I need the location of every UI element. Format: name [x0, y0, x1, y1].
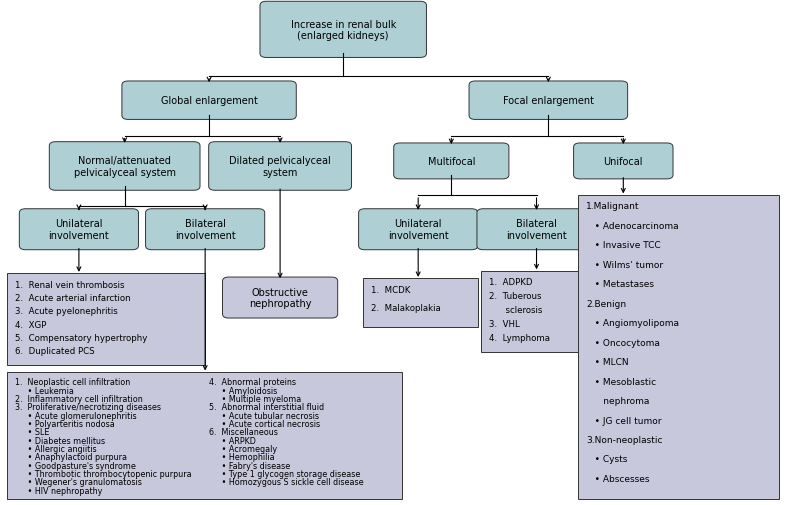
Text: • Amyloidosis: • Amyloidosis — [208, 386, 277, 395]
Text: 1.  MCDK: 1. MCDK — [371, 285, 410, 294]
Text: • Wilms’ tumor: • Wilms’ tumor — [586, 260, 664, 269]
Text: • Multiple myeloma: • Multiple myeloma — [208, 394, 301, 403]
Text: • Goodpasture's syndrome: • Goodpasture's syndrome — [15, 461, 136, 470]
Text: • Mesoblastic: • Mesoblastic — [586, 377, 656, 386]
Text: • Acute tubular necrosis: • Acute tubular necrosis — [208, 411, 319, 420]
Text: Unilateral
involvement: Unilateral involvement — [49, 219, 109, 240]
Text: 1.Malignant: 1.Malignant — [586, 202, 640, 211]
Text: 1.  ADPKD: 1. ADPKD — [489, 278, 533, 287]
Text: • Anaphylactoid purpura: • Anaphylactoid purpura — [15, 452, 127, 462]
Text: • Cysts: • Cysts — [586, 454, 627, 464]
FancyBboxPatch shape — [7, 372, 402, 499]
Text: 4.  XGP: 4. XGP — [15, 320, 47, 329]
FancyBboxPatch shape — [145, 209, 264, 250]
Text: sclerosis: sclerosis — [489, 306, 543, 315]
Text: 2.  Inflammatory cell infiltration: 2. Inflammatory cell infiltration — [15, 394, 143, 403]
Text: 2.  Malakoplakia: 2. Malakoplakia — [371, 304, 440, 313]
Text: • ARPKD: • ARPKD — [208, 436, 256, 445]
Text: • Acute cortical necrosis: • Acute cortical necrosis — [208, 419, 320, 428]
Text: 3.  Proliferative/necrotizing diseases: 3. Proliferative/necrotizing diseases — [15, 402, 161, 412]
Text: • Polyarteritis nodosa: • Polyarteritis nodosa — [15, 419, 114, 428]
FancyBboxPatch shape — [358, 209, 478, 250]
Text: • Hemophilia: • Hemophilia — [208, 452, 275, 462]
FancyBboxPatch shape — [481, 271, 593, 352]
Text: Bilateral
involvement: Bilateral involvement — [175, 219, 235, 240]
Text: • Angiomyolipoma: • Angiomyolipoma — [586, 319, 679, 328]
Text: 3.  VHL: 3. VHL — [489, 319, 520, 328]
Text: 3.  Acute pyelonephritis: 3. Acute pyelonephritis — [15, 307, 118, 316]
Text: • Allergic angiitis: • Allergic angiitis — [15, 444, 96, 453]
Text: • Diabetes mellitus: • Diabetes mellitus — [15, 436, 105, 445]
Text: 2.Benign: 2.Benign — [586, 299, 626, 308]
Text: 2.  Acute arterial infarction: 2. Acute arterial infarction — [15, 293, 131, 302]
Text: 2.  Tuberous: 2. Tuberous — [489, 291, 542, 300]
Text: Unilateral
involvement: Unilateral involvement — [388, 219, 448, 240]
Text: • Acute glomerulonephritis: • Acute glomerulonephritis — [15, 411, 136, 420]
Text: • Homozygous S sickle cell disease: • Homozygous S sickle cell disease — [208, 477, 363, 486]
FancyBboxPatch shape — [49, 142, 200, 191]
Text: Bilateral
involvement: Bilateral involvement — [507, 219, 567, 240]
Text: • Acromegaly: • Acromegaly — [208, 444, 277, 453]
Text: 4.  Lymphoma: 4. Lymphoma — [489, 333, 550, 342]
Text: • SLE: • SLE — [15, 428, 50, 436]
Text: Normal/attenuated
pelvicalyceal system: Normal/attenuated pelvicalyceal system — [73, 156, 176, 177]
Text: • Thrombotic thrombocytopenic purpura: • Thrombotic thrombocytopenic purpura — [15, 469, 192, 478]
Text: • Abscesses: • Abscesses — [586, 474, 649, 483]
Text: • Invasive TCC: • Invasive TCC — [586, 241, 661, 250]
FancyBboxPatch shape — [222, 278, 338, 318]
FancyBboxPatch shape — [578, 195, 779, 499]
Text: 4.  Abnormal proteins: 4. Abnormal proteins — [208, 378, 296, 387]
FancyBboxPatch shape — [208, 142, 351, 191]
Text: Obstructive
nephropathy: Obstructive nephropathy — [249, 287, 312, 309]
Text: 6.  Duplicated PCS: 6. Duplicated PCS — [15, 346, 95, 356]
Text: • Leukemia: • Leukemia — [15, 386, 74, 395]
Text: 5.  Abnormal interstitial fluid: 5. Abnormal interstitial fluid — [208, 402, 323, 412]
FancyBboxPatch shape — [363, 279, 478, 327]
FancyBboxPatch shape — [7, 274, 205, 365]
Text: 1.  Neoplastic cell infiltration: 1. Neoplastic cell infiltration — [15, 378, 130, 387]
FancyBboxPatch shape — [19, 209, 139, 250]
Text: nephroma: nephroma — [586, 396, 649, 405]
Text: • MLCN: • MLCN — [586, 358, 629, 367]
Text: • JG cell tumor: • JG cell tumor — [586, 416, 662, 425]
Text: 1.  Renal vein thrombosis: 1. Renal vein thrombosis — [15, 280, 125, 289]
FancyBboxPatch shape — [260, 2, 426, 58]
Text: Unifocal: Unifocal — [604, 157, 643, 167]
FancyBboxPatch shape — [574, 143, 673, 179]
Text: Global enlargement: Global enlargement — [161, 96, 257, 106]
Text: • HIV nephropathy: • HIV nephropathy — [15, 486, 103, 494]
Text: • Oncocytoma: • Oncocytoma — [586, 338, 660, 347]
Text: • Adenocarcinoma: • Adenocarcinoma — [586, 221, 679, 230]
Text: Focal enlargement: Focal enlargement — [503, 96, 594, 106]
FancyBboxPatch shape — [394, 143, 509, 179]
Text: Dilated pelvicalyceal
system: Dilated pelvicalyceal system — [230, 156, 331, 177]
Text: Multifocal: Multifocal — [428, 157, 475, 167]
Text: 6.  Miscellaneous: 6. Miscellaneous — [208, 428, 278, 436]
Text: • Metastases: • Metastases — [586, 280, 654, 289]
FancyBboxPatch shape — [469, 82, 627, 120]
Text: • Wegener's granulomatosis: • Wegener's granulomatosis — [15, 477, 142, 486]
Text: 5.  Compensatory hypertrophy: 5. Compensatory hypertrophy — [15, 333, 148, 342]
Text: 3.Non-neoplastic: 3.Non-neoplastic — [586, 435, 663, 444]
Text: • Type 1 glycogen storage disease: • Type 1 glycogen storage disease — [208, 469, 360, 478]
FancyBboxPatch shape — [477, 209, 596, 250]
FancyBboxPatch shape — [122, 82, 296, 120]
Text: Increase in renal bulk
(enlarged kidneys): Increase in renal bulk (enlarged kidneys… — [290, 20, 396, 41]
Text: • Fabry's disease: • Fabry's disease — [208, 461, 290, 470]
